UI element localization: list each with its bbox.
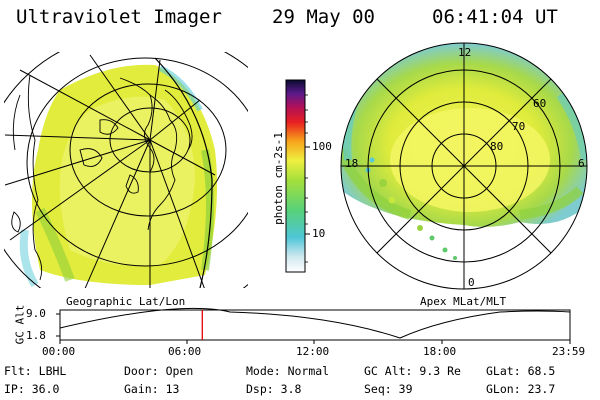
- left-panel-label: Geographic Lat/Lon: [66, 295, 186, 308]
- coastlines: [11, 74, 193, 281]
- orbit-ytick-9: 9.0: [26, 307, 46, 320]
- orbit-xtick: 00:00: [42, 345, 76, 358]
- orbit-plot: [56, 307, 571, 344]
- geographic-map: [4, 52, 248, 288]
- status-gc-alt: GC Alt: 9.3 Re: [364, 364, 461, 378]
- orbit-altitude-curve: [59, 307, 571, 339]
- status-ip: IP: 36.0: [4, 382, 60, 396]
- orbit-xtick: 18:00: [423, 345, 457, 358]
- colorbar-tick-100: 100: [312, 140, 332, 153]
- time-label: 06:41:04 UT: [432, 6, 558, 28]
- mlt-label-12: 12: [458, 46, 472, 59]
- date-label: 29 May 00: [272, 6, 375, 28]
- status-dsp: Dsp: 3.8: [246, 382, 302, 396]
- mlat-label-80: 80: [490, 140, 504, 153]
- status-gain: Gain: 13: [124, 382, 180, 396]
- status-mode: Mode: Normal: [246, 364, 330, 378]
- mlat-mlt-grid: [340, 42, 588, 290]
- mlt-label-0: 0: [468, 276, 475, 289]
- status-door: Door: Open: [124, 364, 194, 378]
- orbit-ytick-1: 1.8: [26, 329, 46, 342]
- colorbar-label: photon cm-2s-1: [271, 132, 285, 225]
- polar-map: [340, 42, 588, 290]
- orbit-ylabel: GC Alt: [13, 304, 27, 345]
- status-glat: GLat: 68.5: [486, 364, 556, 378]
- orbit-xtick: 12:00: [296, 345, 330, 358]
- mlt-label-18: 18: [345, 157, 359, 170]
- status-seq: Seq: 39: [364, 382, 413, 396]
- mlt-label-6: 6: [578, 157, 585, 170]
- status-glon: GLon: 23.7: [486, 382, 556, 396]
- mlat-label-60: 60: [533, 97, 547, 110]
- colorbar: [285, 79, 306, 273]
- colorbar-tick-10: 10: [312, 227, 326, 240]
- lat-lon-grid: [4, 52, 248, 288]
- right-panel-label: Apex MLat/MLT: [420, 295, 507, 308]
- mlat-label-70: 70: [512, 120, 526, 133]
- status-filter: Flt: LBHL: [4, 364, 67, 378]
- orbit-xtick: 06:00: [168, 345, 202, 358]
- orbit-xtick: 23:59: [552, 345, 586, 358]
- app-title: Ultraviolet Imager: [16, 6, 222, 28]
